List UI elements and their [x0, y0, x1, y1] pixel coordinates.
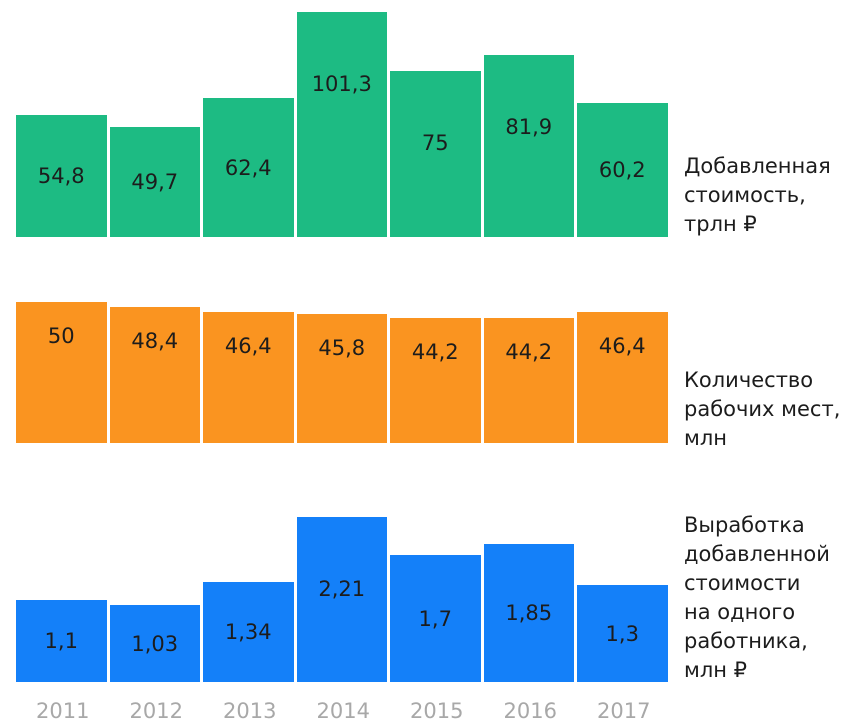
bar-1-2014 — [296, 313, 390, 443]
bar-value-label: 44,2 — [411, 340, 459, 365]
bar-value-label: 48,4 — [131, 328, 179, 353]
series-label-line: стоимости — [684, 571, 801, 595]
series-label-line: трлн ₽ — [684, 212, 757, 236]
x-tick-label: 2015 — [410, 699, 464, 723]
bar-2-2016 — [483, 544, 577, 682]
bar-value-label: 1,03 — [131, 631, 179, 656]
bar-value-label: 1,7 — [418, 606, 452, 631]
bar-0-2012 — [109, 126, 203, 237]
bar-1-2017 — [577, 312, 671, 443]
bar-2-2011 — [16, 600, 110, 682]
bar-value-label: 1,3 — [605, 621, 639, 646]
series-label-line: работника, — [684, 629, 808, 653]
bar-value-label: 1,85 — [505, 601, 553, 626]
series-label-line: млн ₽ — [684, 658, 748, 682]
bar-1-2016 — [483, 318, 577, 443]
x-tick-label: 2011 — [36, 699, 90, 723]
bar-2-2013 — [203, 582, 297, 682]
bar-value-label: 49,7 — [131, 169, 179, 194]
bar-1-2015 — [390, 318, 484, 443]
bar-0-2016 — [483, 55, 577, 237]
bar-value-label: 45,8 — [318, 335, 366, 360]
x-tick-label: 2012 — [129, 699, 183, 723]
bar-0-2017 — [577, 103, 671, 237]
bar-0-2014 — [296, 12, 390, 237]
bar-value-label: 46,4 — [224, 334, 272, 359]
x-tick-label: 2013 — [223, 699, 277, 723]
series-label-line: стоимость, — [684, 183, 806, 207]
bar-2-2017 — [577, 585, 671, 682]
bar-value-label: 62,4 — [224, 155, 272, 180]
bar-value-label: 46,4 — [598, 334, 646, 359]
series-label-line: на одного — [684, 600, 796, 624]
bar-value-label: 50 — [47, 324, 75, 348]
bar-value-label: 81,9 — [505, 115, 553, 140]
x-tick-label: 2016 — [503, 699, 557, 723]
bar-0-2011 — [16, 115, 110, 237]
bar-2-2014 — [296, 517, 390, 682]
series-label-line: Добавленная — [684, 154, 831, 178]
series-label-line: добавленной — [684, 542, 830, 566]
bar-value-label: 1,34 — [224, 620, 272, 645]
series-label-line: млн — [684, 426, 727, 450]
bar-1-2012 — [109, 306, 203, 443]
bar-value-label: 1,1 — [44, 629, 78, 654]
series-label-line: Выработка — [684, 513, 805, 537]
bar-2-2012 — [109, 605, 203, 682]
bar-value-label: 101,3 — [311, 72, 372, 97]
bar-0-2013 — [203, 98, 297, 237]
bar-value-label: 75 — [421, 130, 449, 155]
x-tick-label: 2017 — [597, 699, 651, 723]
series-label-line: рабочих мест, — [684, 397, 841, 421]
series-label-line: Количество — [684, 368, 814, 392]
bar-value-label: 44,2 — [505, 340, 553, 365]
bar-value-label: 60,2 — [598, 158, 646, 183]
bar-1-2011 — [16, 302, 110, 443]
x-tick-label: 2014 — [316, 699, 370, 723]
bar-0-2015 — [390, 70, 484, 237]
bar-value-label: 54,8 — [37, 164, 85, 189]
bar-1-2013 — [203, 312, 297, 443]
bar-2-2015 — [390, 555, 484, 682]
bar-value-label: 2,21 — [318, 577, 366, 602]
